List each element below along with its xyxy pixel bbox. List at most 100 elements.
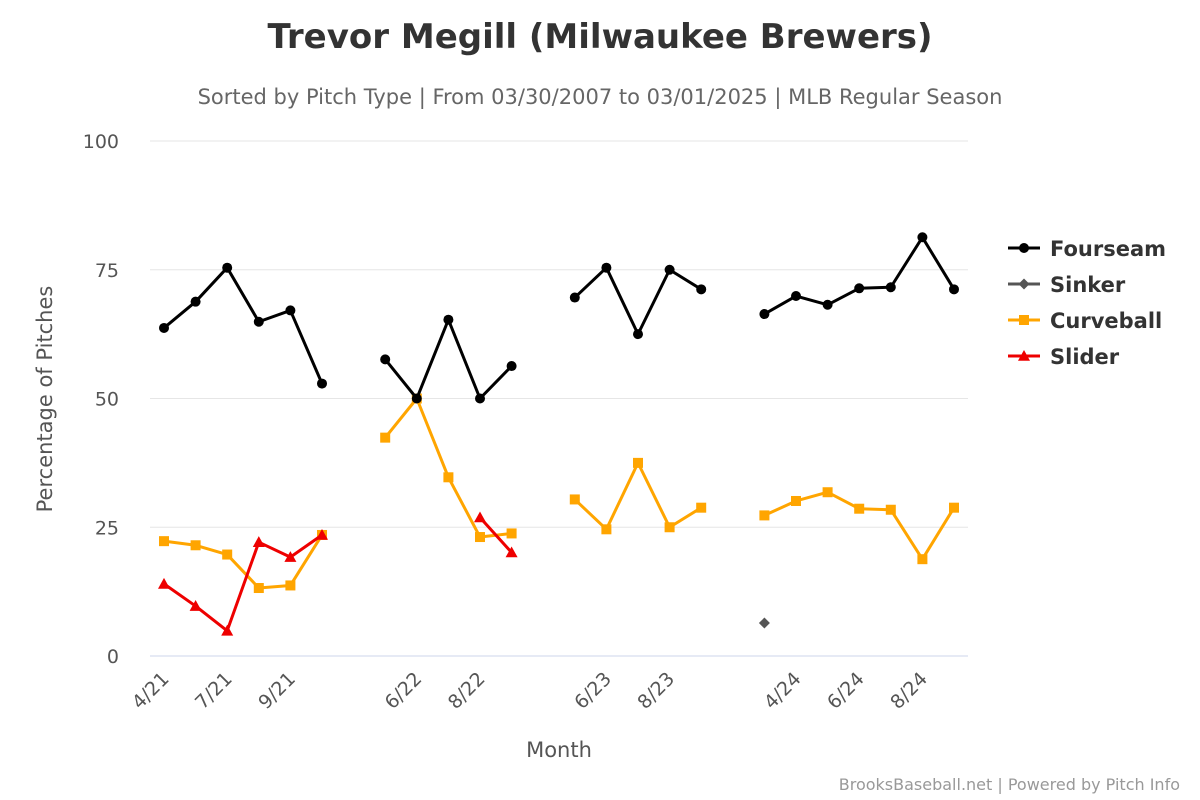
data-point-slider[interactable] bbox=[474, 511, 486, 523]
series-line-slider bbox=[162, 533, 324, 633]
data-point-curveball[interactable] bbox=[443, 472, 454, 483]
series-curveball bbox=[159, 393, 959, 594]
y-tick-label: 100 bbox=[83, 131, 119, 153]
series-line-slider bbox=[478, 515, 514, 554]
data-point-curveball[interactable] bbox=[475, 532, 485, 543]
data-point-curveball[interactable] bbox=[885, 504, 896, 515]
legend: Fourseam Sinker Curveball Slider bbox=[1008, 237, 1166, 369]
data-point-curveball[interactable] bbox=[506, 528, 517, 539]
legend-marker-slider[interactable] bbox=[1018, 350, 1030, 361]
data-point-slider[interactable] bbox=[252, 536, 265, 547]
data-point-curveball[interactable] bbox=[759, 510, 770, 521]
data-point-slider[interactable] bbox=[284, 551, 297, 562]
legend-label: Sinker bbox=[1050, 273, 1126, 297]
data-point-slider[interactable] bbox=[221, 624, 234, 636]
legend-item-slider[interactable]: Slider bbox=[1008, 345, 1120, 369]
data-point-fourseam[interactable] bbox=[506, 361, 517, 372]
data-point-curveball[interactable] bbox=[696, 502, 707, 513]
data-point-fourseam[interactable] bbox=[317, 378, 327, 389]
data-point-fourseam[interactable] bbox=[885, 282, 896, 293]
data-point-slider[interactable] bbox=[316, 528, 328, 540]
x-tick-label: 4/24 bbox=[760, 668, 806, 714]
x-tick-label: 8/23 bbox=[633, 668, 679, 714]
data-point-fourseam[interactable] bbox=[380, 354, 391, 365]
x-tick-label: 4/21 bbox=[128, 668, 174, 714]
plot-area bbox=[158, 232, 959, 636]
chart-subtitle: Sorted by Pitch Type | From 03/30/2007 t… bbox=[198, 85, 1003, 110]
legend-item-curveball[interactable]: Curveball bbox=[1008, 309, 1162, 333]
credits[interactable]: BrooksBaseball.net | Powered by Pitch In… bbox=[839, 775, 1180, 794]
data-point-fourseam[interactable] bbox=[285, 305, 296, 316]
series-line-curveball bbox=[162, 533, 324, 590]
series-sinker bbox=[758, 617, 770, 629]
data-point-fourseam[interactable] bbox=[949, 284, 959, 295]
data-point-fourseam[interactable] bbox=[253, 316, 264, 327]
data-point-slider[interactable] bbox=[189, 600, 202, 611]
data-point-slider[interactable] bbox=[158, 577, 170, 589]
data-point-fourseam[interactable] bbox=[854, 283, 865, 294]
series-fourseam bbox=[159, 232, 959, 404]
data-point-fourseam[interactable] bbox=[443, 314, 454, 325]
data-point-fourseam[interactable] bbox=[159, 322, 169, 333]
data-point-fourseam[interactable] bbox=[411, 393, 422, 404]
data-point-curveball[interactable] bbox=[285, 580, 296, 591]
legend-item-sinker[interactable]: Sinker bbox=[1008, 273, 1126, 297]
data-point-curveball[interactable] bbox=[791, 495, 801, 506]
x-tick-label: 6/22 bbox=[381, 668, 427, 714]
data-point-curveball[interactable] bbox=[380, 432, 391, 443]
x-tick-label: 7/21 bbox=[191, 668, 237, 714]
y-axis-title: Percentage of Pitches bbox=[33, 286, 57, 513]
chart-title: Trevor Megill (Milwaukee Brewers) bbox=[267, 17, 932, 57]
y-tick-label: 25 bbox=[95, 517, 119, 539]
data-point-fourseam[interactable] bbox=[822, 299, 833, 310]
data-point-fourseam[interactable] bbox=[759, 309, 770, 320]
data-point-curveball[interactable] bbox=[854, 503, 865, 514]
x-tick-label: 8/24 bbox=[886, 668, 932, 714]
legend-item-fourseam[interactable]: Fourseam bbox=[1008, 237, 1166, 261]
data-point-sinker[interactable] bbox=[758, 617, 770, 629]
data-point-fourseam[interactable] bbox=[569, 292, 580, 303]
x-tick-label: 6/24 bbox=[823, 668, 869, 714]
data-point-fourseam[interactable] bbox=[791, 291, 801, 302]
legend-label: Curveball bbox=[1050, 309, 1162, 333]
data-point-curveball[interactable] bbox=[822, 487, 833, 498]
y-tick-label: 75 bbox=[95, 260, 119, 282]
data-point-fourseam[interactable] bbox=[917, 232, 928, 243]
x-tick-label: 8/22 bbox=[444, 668, 490, 714]
data-point-fourseam[interactable] bbox=[696, 284, 707, 295]
x-tick-label: 6/23 bbox=[570, 668, 616, 714]
legend-marker-fourseam[interactable] bbox=[1019, 243, 1029, 253]
data-point-curveball[interactable] bbox=[253, 583, 264, 594]
data-point-curveball[interactable] bbox=[949, 502, 959, 513]
y-axis: 0 25 50 75 100 bbox=[83, 131, 119, 668]
data-point-fourseam[interactable] bbox=[633, 329, 643, 340]
legend-label: Fourseam bbox=[1050, 237, 1166, 261]
data-point-slider[interactable] bbox=[505, 546, 518, 558]
series-slider bbox=[158, 511, 518, 636]
data-point-curveball[interactable] bbox=[159, 536, 169, 547]
data-point-curveball[interactable] bbox=[190, 540, 201, 551]
data-point-curveball[interactable] bbox=[664, 522, 675, 533]
data-point-curveball[interactable] bbox=[569, 494, 580, 505]
x-tick-label: 9/21 bbox=[254, 668, 300, 714]
series-line-curveball bbox=[573, 461, 703, 531]
data-point-fourseam[interactable] bbox=[222, 262, 233, 273]
x-axis: 4/21 7/21 9/21 6/22 8/22 6/23 8/23 4/24 6/24 8/24 bbox=[128, 668, 932, 714]
series-line-curveball bbox=[383, 397, 514, 539]
x-axis-title: Month bbox=[526, 738, 592, 762]
data-point-fourseam[interactable] bbox=[601, 262, 612, 273]
data-point-fourseam[interactable] bbox=[475, 393, 485, 404]
y-tick-label: 0 bbox=[107, 646, 119, 668]
series-line-fourseam bbox=[762, 235, 956, 316]
data-point-fourseam[interactable] bbox=[664, 264, 675, 275]
data-point-curveball[interactable] bbox=[601, 524, 612, 535]
legend-marker-curveball[interactable] bbox=[1019, 315, 1029, 325]
data-point-fourseam[interactable] bbox=[190, 296, 201, 307]
series-line-fourseam bbox=[162, 266, 324, 386]
data-point-curveball[interactable] bbox=[633, 457, 643, 468]
legend-marker-sinker[interactable] bbox=[1018, 278, 1030, 290]
y-tick-label: 50 bbox=[95, 389, 119, 411]
data-point-curveball[interactable] bbox=[917, 554, 928, 565]
data-point-curveball[interactable] bbox=[222, 549, 233, 560]
